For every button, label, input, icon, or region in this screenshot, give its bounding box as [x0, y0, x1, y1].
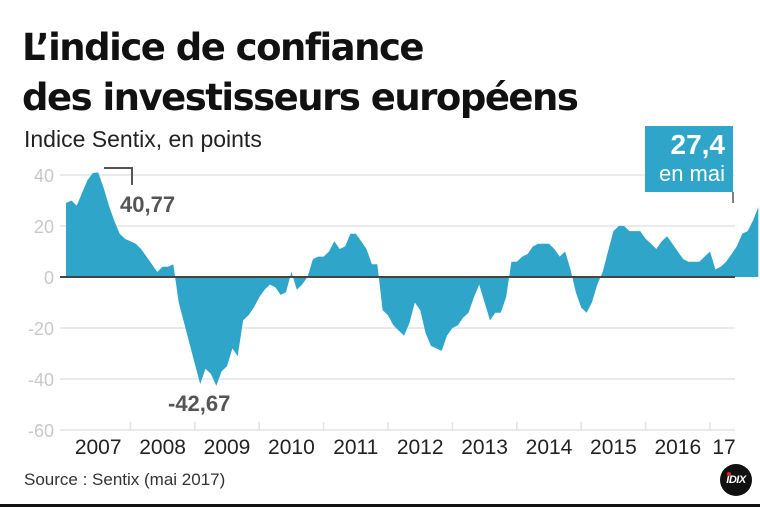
x-axis-ticks: 2007 2008 2009 2010 2011 2012 2013 2014 2015 2016… — [75, 422, 736, 459]
y-axis-ticks: 40 20 0 -20 -40 -60 — [28, 166, 54, 441]
x-tick-label: 2013 — [461, 436, 508, 459]
y-tick-label: 0 — [44, 268, 54, 288]
sentix-area-series — [66, 172, 759, 386]
min-annotation-label: -42,67 — [168, 391, 230, 416]
logo-dot-icon — [727, 472, 731, 476]
logo-text: IDIX — [726, 474, 746, 486]
x-tick-label: 2016 — [654, 436, 701, 459]
callout-label: en mai — [658, 161, 725, 186]
x-tick-label: 17 — [712, 436, 735, 459]
y-tick-label: -40 — [28, 370, 54, 390]
x-tick-label: 2008 — [139, 436, 186, 459]
idix-logo: IDIX — [720, 464, 752, 496]
y-tick-label: 40 — [34, 166, 54, 186]
source-note: Source : Sentix (mai 2017) — [24, 470, 226, 489]
x-tick-label: 2007 — [75, 436, 122, 459]
callout-value: 27,4 — [670, 129, 726, 160]
y-tick-label: 20 — [34, 217, 54, 237]
chart-subtitle: Indice Sentix, en points — [24, 126, 262, 152]
x-tick-label: 2011 — [333, 436, 378, 459]
max-annotation-leader — [104, 167, 133, 185]
x-tick-label: 2009 — [204, 436, 251, 459]
x-tick-label: 2010 — [268, 436, 315, 459]
x-tick-label: 2015 — [590, 436, 637, 459]
latest-value-callout: 27,4 en mai — [645, 126, 733, 192]
chart-title-line1: L’indice de confiance — [22, 26, 425, 69]
annotations: 40,77 -42,67 — [104, 167, 734, 416]
x-tick-label: 2014 — [526, 436, 573, 459]
y-tick-label: -60 — [28, 421, 54, 441]
grid-lines — [60, 174, 735, 431]
chart-title-line2: des investisseurs européens — [22, 76, 579, 119]
bottom-rule — [0, 504, 760, 507]
x-tick-label: 2012 — [397, 436, 444, 459]
y-tick-label: -20 — [28, 319, 54, 339]
max-annotation-label: 40,77 — [120, 192, 175, 217]
